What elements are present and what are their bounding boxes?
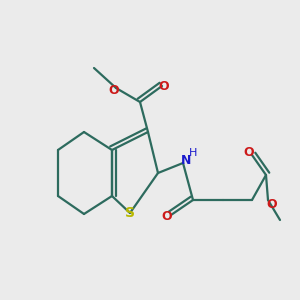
Text: O: O bbox=[267, 197, 277, 211]
Text: S: S bbox=[125, 206, 135, 220]
Text: O: O bbox=[162, 211, 172, 224]
Text: O: O bbox=[109, 83, 119, 97]
Text: N: N bbox=[181, 154, 191, 166]
Text: H: H bbox=[189, 148, 197, 158]
Text: O: O bbox=[159, 80, 169, 92]
Text: O: O bbox=[244, 146, 254, 160]
